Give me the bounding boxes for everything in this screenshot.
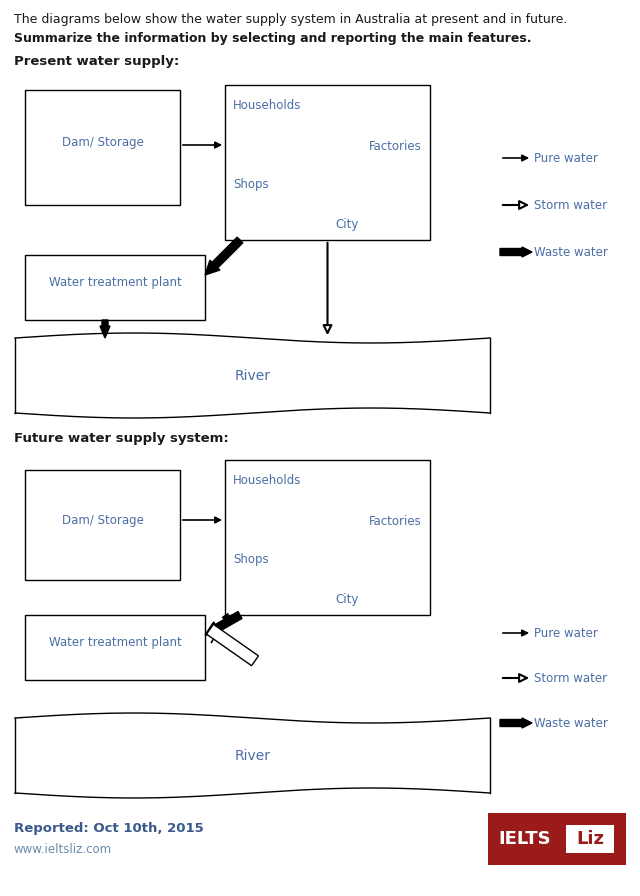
Text: Households: Households	[233, 474, 301, 487]
FancyArrow shape	[100, 320, 110, 338]
Bar	[225, 85, 430, 240]
Text: Factories: Factories	[369, 515, 422, 528]
Text: Storm water: Storm water	[534, 199, 607, 212]
Text: Dam/ Storage: Dam/ Storage	[61, 136, 143, 149]
FancyArrow shape	[205, 237, 243, 275]
Text: Dam/ Storage: Dam/ Storage	[61, 513, 143, 527]
Text: Shops: Shops	[233, 178, 269, 191]
Text: IELTS: IELTS	[498, 830, 550, 848]
Text: River: River	[234, 368, 271, 383]
Text: City: City	[336, 593, 359, 606]
Text: Pure water: Pure water	[534, 152, 598, 165]
FancyArrow shape	[205, 612, 242, 635]
Bar	[225, 460, 430, 615]
Text: Waste water: Waste water	[534, 246, 608, 259]
Bar	[566, 825, 614, 853]
Text: Factories: Factories	[369, 140, 422, 153]
Text: Liz: Liz	[576, 830, 604, 848]
FancyArrow shape	[500, 718, 532, 728]
Text: Households: Households	[233, 99, 301, 112]
Text: Storm water: Storm water	[534, 672, 607, 685]
Text: Water treatment plant: Water treatment plant	[49, 276, 181, 289]
Bar	[25, 470, 180, 580]
Text: Water treatment plant: Water treatment plant	[49, 636, 181, 649]
Text: Shops: Shops	[233, 553, 269, 566]
Text: City: City	[336, 218, 359, 231]
Text: Summarize the information by selecting and reporting the main features.: Summarize the information by selecting a…	[14, 32, 531, 45]
Text: Future water supply system:: Future water supply system:	[14, 432, 228, 445]
Bar	[488, 813, 626, 865]
FancyArrow shape	[500, 247, 532, 257]
Text: www.ieltsliz.com: www.ieltsliz.com	[14, 843, 112, 856]
Bar	[25, 615, 205, 680]
Text: Reported: Oct 10th, 2015: Reported: Oct 10th, 2015	[14, 822, 204, 835]
Bar	[25, 90, 180, 205]
Text: The diagrams below show the water supply system in Australia at present and in f: The diagrams below show the water supply…	[14, 13, 568, 26]
Text: Present water supply:: Present water supply:	[14, 55, 179, 68]
Bar	[25, 255, 205, 320]
Text: River: River	[234, 748, 271, 762]
Bar	[207, 625, 259, 666]
Text: Waste water: Waste water	[534, 717, 608, 730]
Text: Pure water: Pure water	[534, 627, 598, 640]
